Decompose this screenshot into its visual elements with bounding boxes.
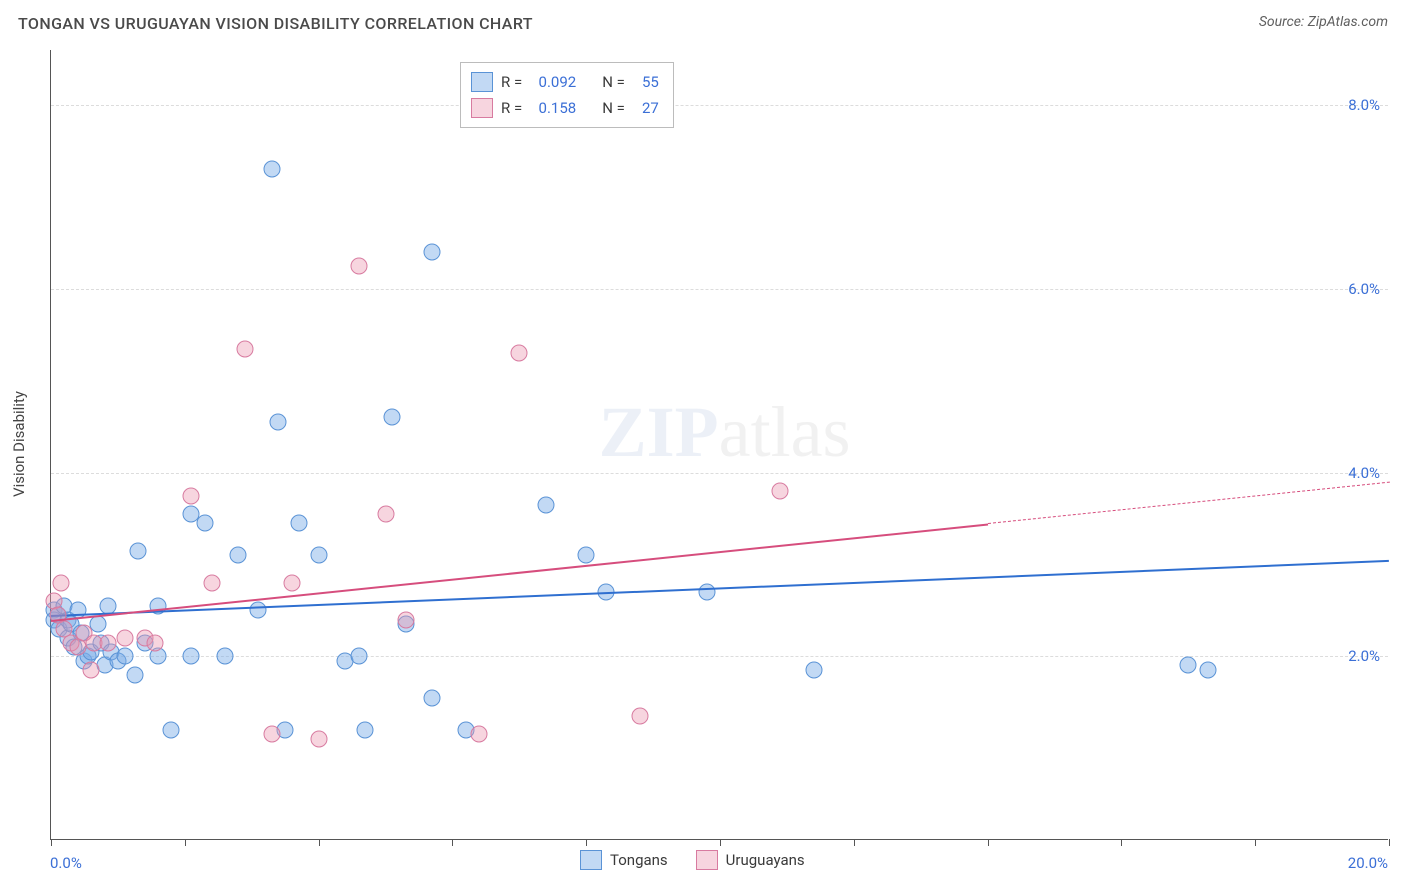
data-point-uruguayans xyxy=(283,574,300,591)
data-point-tongans xyxy=(230,547,247,564)
trend-line xyxy=(51,560,1389,617)
data-point-tongans xyxy=(263,161,280,178)
data-point-tongans xyxy=(116,648,133,665)
stat-n-value: 55 xyxy=(633,73,659,91)
data-point-uruguayans xyxy=(471,726,488,743)
correlation-stats-legend: R = 0.092 N = 55 R = 0.158 N = 27 xyxy=(460,62,674,128)
y-axis-label-wrap: Vision Disability xyxy=(0,50,40,840)
data-point-tongans xyxy=(538,496,555,513)
data-point-uruguayans xyxy=(310,730,327,747)
source-prefix: Source: xyxy=(1259,14,1308,30)
x-tick xyxy=(988,839,989,846)
x-tick xyxy=(319,839,320,846)
legend-item-uruguayans: Uruguayans xyxy=(696,850,805,870)
source-name: ZipAtlas.com xyxy=(1308,14,1388,30)
gridline-horizontal xyxy=(51,473,1388,474)
data-point-uruguayans xyxy=(53,574,70,591)
data-point-uruguayans xyxy=(99,634,116,651)
x-tick xyxy=(1389,839,1390,846)
data-point-tongans xyxy=(424,244,441,261)
stats-row-tongans: R = 0.092 N = 55 xyxy=(471,69,659,95)
legend-item-tongans: Tongans xyxy=(580,850,668,870)
legend-label: Tongans xyxy=(610,851,668,869)
data-point-uruguayans xyxy=(772,482,789,499)
data-point-uruguayans xyxy=(116,629,133,646)
x-tick xyxy=(854,839,855,846)
trend-line xyxy=(51,523,988,621)
data-point-tongans xyxy=(698,583,715,600)
x-tick xyxy=(586,839,587,846)
data-point-tongans xyxy=(126,666,143,683)
chart-header: TONGAN VS URUGUAYAN VISION DISABILITY CO… xyxy=(0,0,1406,43)
legend-swatch xyxy=(580,850,602,870)
data-point-tongans xyxy=(310,547,327,564)
stat-r-value: 0.092 xyxy=(530,73,576,91)
x-tick xyxy=(720,839,721,846)
x-tick xyxy=(1255,839,1256,846)
data-point-tongans xyxy=(216,648,233,665)
x-tick xyxy=(452,839,453,846)
legend-label: Uruguayans xyxy=(726,851,805,869)
data-point-uruguayans xyxy=(83,662,100,679)
x-tick xyxy=(1121,839,1122,846)
data-point-uruguayans xyxy=(263,726,280,743)
data-point-tongans xyxy=(163,721,180,738)
data-point-uruguayans xyxy=(203,574,220,591)
data-point-uruguayans xyxy=(146,634,163,651)
data-point-tongans xyxy=(350,648,367,665)
y-tick-label: 8.0% xyxy=(1348,96,1380,114)
data-point-uruguayans xyxy=(377,505,394,522)
y-axis-label: Vision Disability xyxy=(10,391,28,497)
data-point-uruguayans xyxy=(237,340,254,357)
chart-title: TONGAN VS URUGUAYAN VISION DISABILITY CO… xyxy=(18,14,533,33)
plot-area: 2.0% 4.0% 6.0% 8.0% xyxy=(50,50,1388,840)
data-point-uruguayans xyxy=(631,707,648,724)
trend-line-extrapolated xyxy=(988,482,1389,524)
stat-r-label: R = xyxy=(501,73,522,91)
legend-swatch xyxy=(471,72,493,92)
data-point-tongans xyxy=(183,648,200,665)
data-point-tongans xyxy=(384,409,401,426)
data-point-tongans xyxy=(357,721,374,738)
data-point-tongans xyxy=(250,602,267,619)
stat-n-label: N = xyxy=(602,73,625,91)
data-point-tongans xyxy=(805,662,822,679)
x-tick-label: 0.0% xyxy=(50,854,82,872)
y-tick-label: 2.0% xyxy=(1348,647,1380,665)
x-tick xyxy=(51,839,52,846)
x-tick-label: 20.0% xyxy=(1348,854,1388,872)
data-point-tongans xyxy=(270,414,287,431)
legend-swatch xyxy=(696,850,718,870)
stat-r-label: R = xyxy=(501,99,522,117)
data-point-tongans xyxy=(290,515,307,532)
data-point-tongans xyxy=(1180,657,1197,674)
data-point-uruguayans xyxy=(511,345,528,362)
data-point-uruguayans xyxy=(183,487,200,504)
source-attribution: Source: ZipAtlas.com xyxy=(1259,14,1388,30)
x-tick xyxy=(185,839,186,846)
data-point-tongans xyxy=(196,515,213,532)
stat-r-value: 0.158 xyxy=(530,99,576,117)
gridline-horizontal xyxy=(51,289,1388,290)
stat-n-label: N = xyxy=(602,99,625,117)
stat-n-value: 27 xyxy=(633,99,659,117)
y-tick-label: 4.0% xyxy=(1348,464,1380,482)
data-point-tongans xyxy=(578,547,595,564)
data-point-tongans xyxy=(1200,662,1217,679)
legend-swatch xyxy=(471,98,493,118)
data-point-uruguayans xyxy=(350,257,367,274)
data-point-uruguayans xyxy=(397,611,414,628)
data-point-tongans xyxy=(424,689,441,706)
series-legend: Tongans Uruguayans xyxy=(580,850,805,870)
gridline-horizontal xyxy=(51,105,1388,106)
data-point-tongans xyxy=(129,542,146,559)
stats-row-uruguayans: R = 0.158 N = 27 xyxy=(471,95,659,121)
y-tick-label: 6.0% xyxy=(1348,280,1380,298)
